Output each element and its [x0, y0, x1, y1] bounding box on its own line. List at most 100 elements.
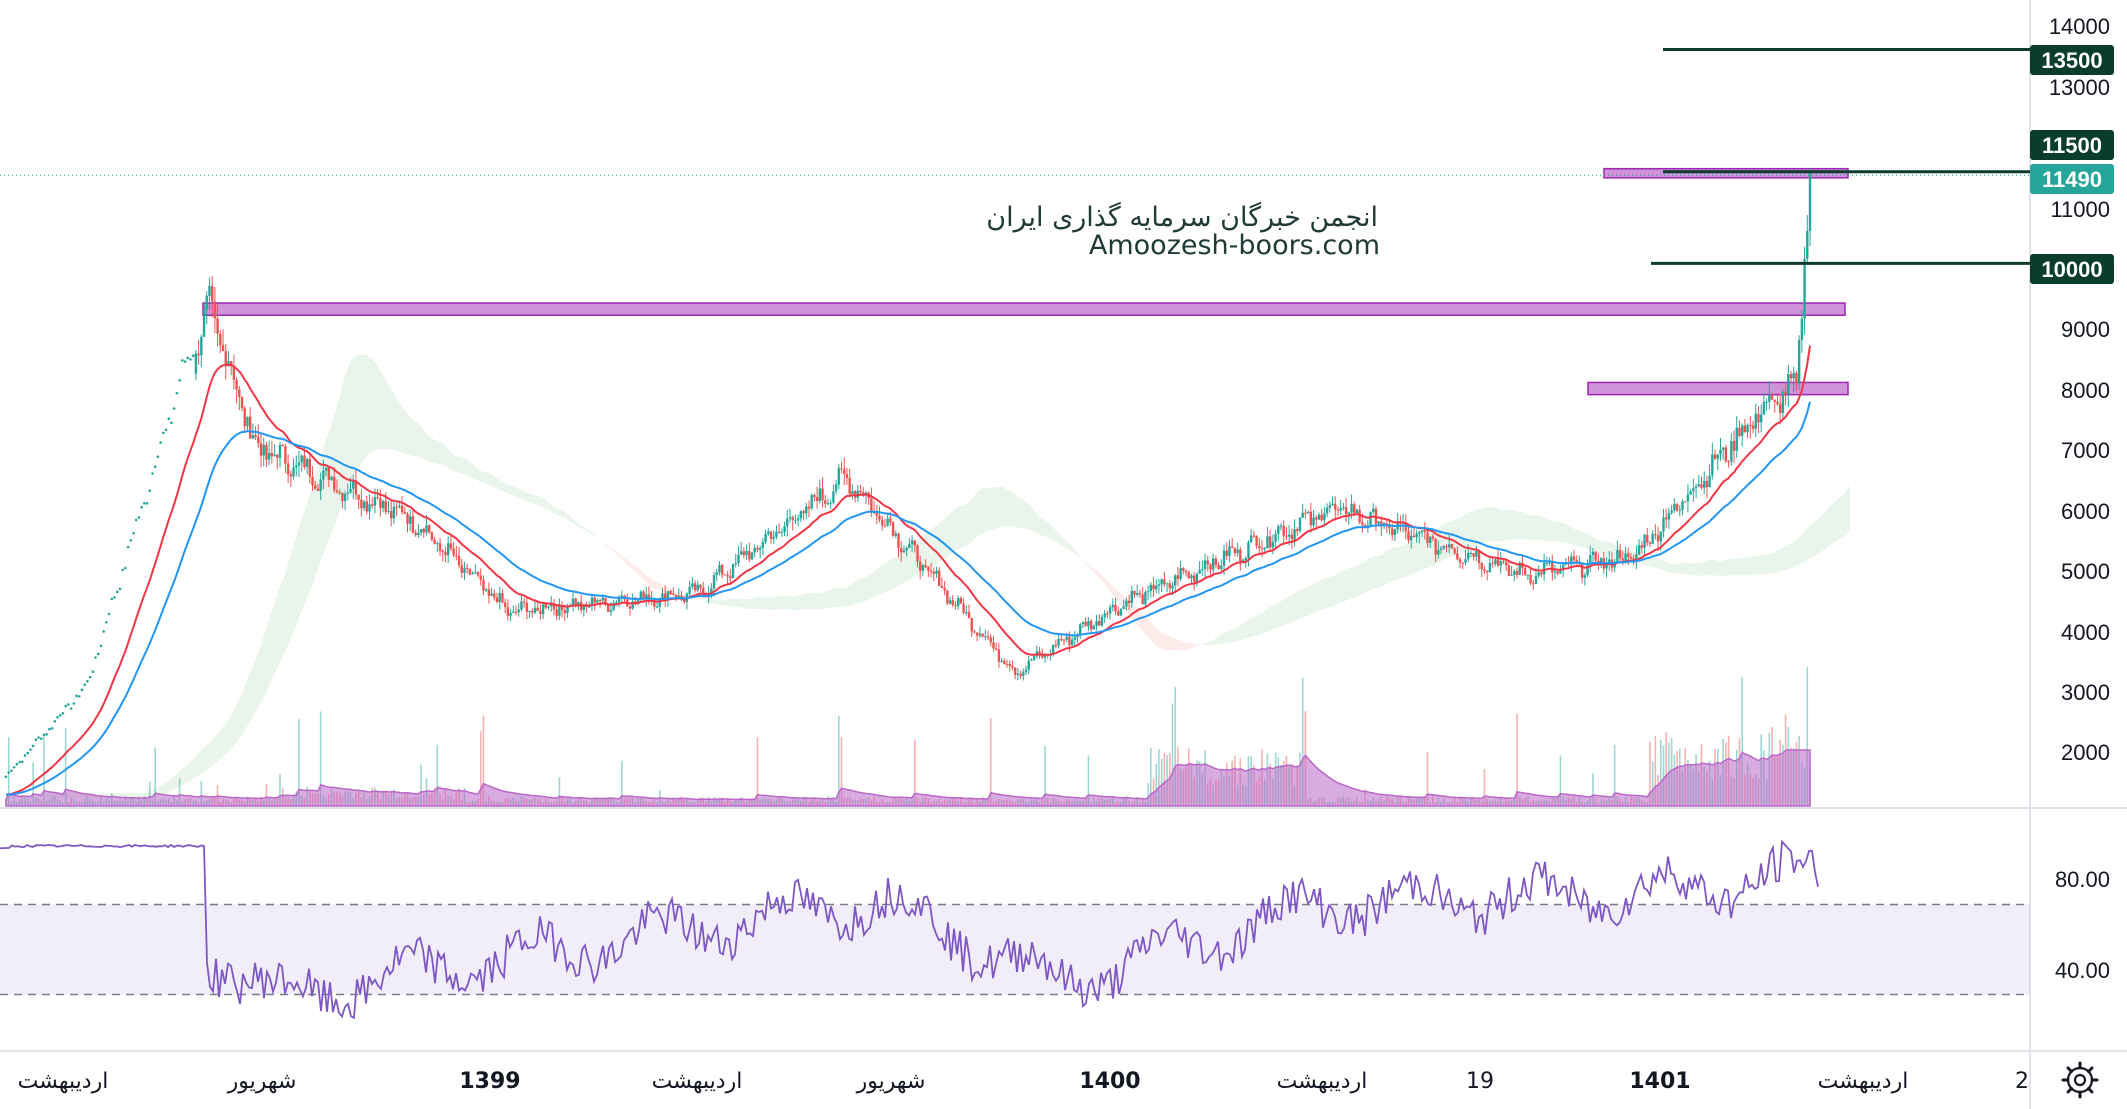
time-label: اردیبهشت	[1818, 1069, 1909, 1094]
candle-body	[286, 463, 290, 475]
candle-body	[870, 498, 873, 512]
candle	[333, 467, 336, 494]
candle-body	[636, 599, 640, 604]
volume-ma-area	[5, 749, 1811, 807]
candle-body	[859, 490, 862, 493]
candle-body	[664, 593, 667, 601]
candle-body	[1127, 600, 1131, 604]
candle-body	[1643, 534, 1646, 548]
candle-body	[1662, 517, 1665, 532]
candle-body	[384, 501, 387, 512]
trail-dot	[7, 771, 11, 774]
candle-body	[335, 490, 339, 493]
candle-body	[216, 318, 219, 334]
candle-body	[1787, 374, 1790, 395]
candles	[194, 168, 1812, 681]
candle-body	[446, 543, 450, 556]
candle-body	[943, 587, 946, 591]
candle	[1119, 608, 1123, 617]
candle-body	[1165, 583, 1169, 585]
candle-body	[300, 455, 303, 463]
candle	[1117, 606, 1120, 617]
candle	[1339, 500, 1342, 515]
candle-body	[666, 591, 670, 601]
candle	[1765, 398, 1768, 411]
candle-body	[639, 591, 642, 600]
candle-body	[460, 565, 463, 573]
candle	[1179, 560, 1182, 582]
candle	[1713, 449, 1717, 461]
candle	[1282, 520, 1285, 545]
candle-body	[1651, 534, 1654, 544]
candle	[691, 577, 694, 590]
candle	[604, 597, 607, 607]
candle-body	[837, 468, 841, 485]
candle-body	[484, 589, 488, 591]
candle-body	[471, 572, 474, 575]
trail-dot	[61, 712, 65, 715]
badge-label: 10000	[2041, 257, 2102, 282]
candle-body	[758, 548, 762, 550]
candle-body	[1415, 533, 1418, 538]
candle-body	[330, 476, 333, 480]
candle-body	[913, 540, 916, 546]
candle	[1670, 504, 1673, 515]
candle-body	[916, 545, 919, 562]
candle-body	[1754, 413, 1757, 429]
candle-body	[1738, 427, 1741, 436]
price-tick: 13000	[2049, 75, 2110, 100]
candle	[297, 451, 301, 478]
candle-body	[1708, 475, 1711, 487]
candle-body	[1385, 523, 1389, 525]
candle	[791, 515, 794, 531]
candle-body	[1518, 562, 1521, 575]
candle-body	[1439, 548, 1443, 550]
candle	[927, 566, 930, 578]
candle-body	[1051, 644, 1055, 655]
time-axis[interactable]: اردیبهشت شهریور 1399 اردیبهشت شهریور 140…	[18, 1069, 2029, 1094]
candle	[354, 468, 358, 500]
candle-body	[691, 583, 694, 587]
candle-body	[612, 602, 615, 610]
candle-body	[1393, 529, 1397, 536]
candle	[232, 354, 236, 390]
volume-bar	[1147, 783, 1149, 806]
candle-body	[1138, 593, 1142, 595]
candle	[1144, 589, 1147, 608]
price-axis[interactable]: 14000 13000 11000 9000 8000 7000 6000 50…	[2049, 14, 2110, 765]
candle	[300, 454, 303, 472]
candle	[1328, 501, 1332, 513]
candle	[200, 334, 203, 368]
candle-body	[1098, 621, 1101, 626]
candle	[1450, 543, 1454, 549]
candle	[984, 629, 987, 641]
candle	[965, 605, 968, 616]
candle-body	[1496, 559, 1500, 566]
last-price-badge: 11490	[2030, 164, 2114, 194]
candle-body	[1252, 535, 1256, 537]
candle-body	[1136, 593, 1139, 595]
candle	[305, 457, 309, 475]
candle-body	[246, 416, 249, 427]
candle-body	[262, 444, 265, 456]
candle-body	[1434, 538, 1437, 555]
gear-icon[interactable]	[2061, 1061, 2099, 1099]
badge-label: 11500	[2042, 133, 2102, 158]
candle-body	[525, 602, 529, 612]
volume-bar	[1741, 677, 1743, 806]
candle	[726, 571, 729, 584]
time-label: 2	[2015, 1069, 2029, 1094]
trail-dot	[12, 765, 16, 769]
candle	[471, 571, 474, 575]
candle	[1279, 523, 1283, 531]
candle	[324, 466, 328, 477]
candle	[845, 467, 849, 486]
rsi-axis[interactable]: 80.00 40.00	[2055, 867, 2110, 983]
candle-body	[951, 600, 954, 606]
candle-body	[1762, 401, 1766, 415]
candle	[1637, 539, 1641, 556]
candle-body	[1716, 454, 1719, 459]
candle-body	[710, 588, 713, 593]
